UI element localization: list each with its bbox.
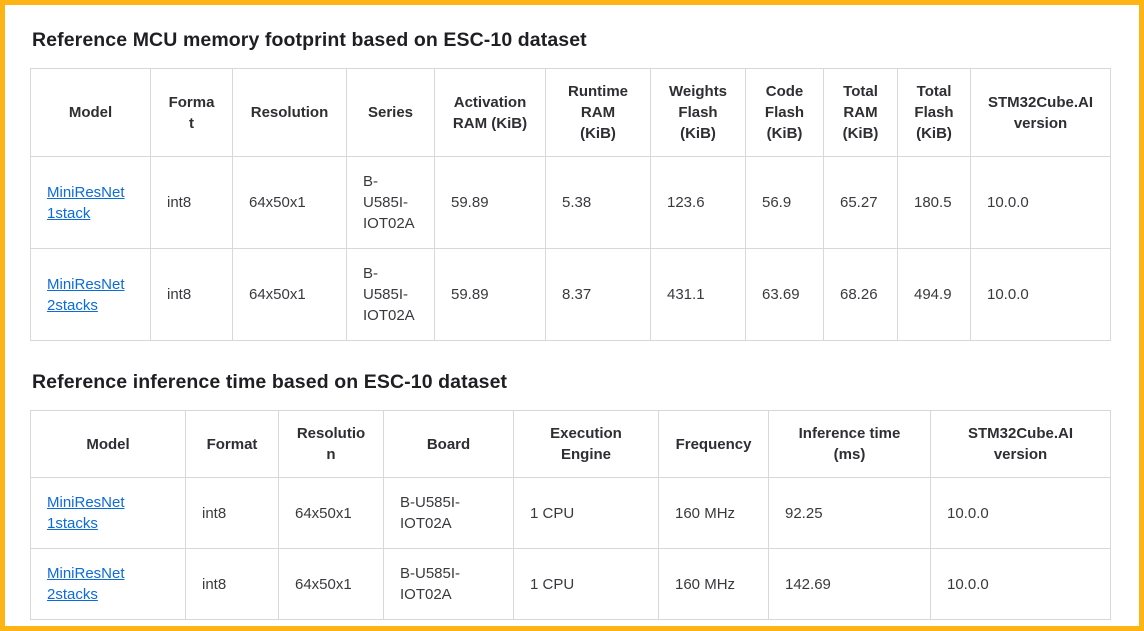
cell-resolution: 64x50x1 — [278, 477, 384, 549]
cell-cubeai-version: 10.0.0 — [930, 548, 1111, 620]
cell-format: int8 — [185, 548, 279, 620]
inference-section-title: Reference inference time based on ESC-10… — [32, 371, 508, 393]
header-series: Series — [346, 68, 435, 157]
header-code-flash: Code Flash (KiB) — [745, 68, 824, 157]
cell-execution-engine: 1 CPU — [513, 477, 659, 549]
cell-format: int8 — [150, 156, 233, 249]
cell-activation-ram: 59.89 — [434, 248, 546, 341]
header-cubeai-version: STM32Cube.AI version — [930, 410, 1111, 478]
header-board: Board — [383, 410, 514, 478]
cell-format: int8 — [185, 477, 279, 549]
header-inference-time: Inference time (ms) — [768, 410, 931, 478]
header-total-ram: Total RAM (KiB) — [823, 68, 898, 157]
cell-weights-flash: 123.6 — [650, 156, 746, 249]
cell-total-ram: 68.26 — [823, 248, 898, 341]
cell-frequency: 160 MHz — [658, 477, 769, 549]
header-weights-flash: Weights Flash (KiB) — [650, 68, 746, 157]
cell-total-flash: 180.5 — [897, 156, 971, 249]
cell-frequency: 160 MHz — [658, 548, 769, 620]
cell-board: B-U585I-IOT02A — [383, 477, 514, 549]
cell-code-flash: 56.9 — [745, 156, 824, 249]
memory-section-title: Reference MCU memory footprint based on … — [32, 29, 587, 51]
header-total-flash: Total Flash (KiB) — [897, 68, 971, 157]
header-format: Format — [150, 68, 233, 157]
cell-total-flash: 494.9 — [897, 248, 971, 341]
cell-execution-engine: 1 CPU — [513, 548, 659, 620]
cell-cubeai-version: 10.0.0 — [970, 248, 1111, 341]
cell-weights-flash: 431.1 — [650, 248, 746, 341]
cell-cubeai-version: 10.0.0 — [930, 477, 1111, 549]
model-link[interactable]: MiniResNet 2stacks — [47, 275, 125, 314]
header-execution-engine: Execution Engine — [513, 410, 659, 478]
cell-series: B-U585I-IOT02A — [346, 156, 435, 249]
cell-resolution: 64x50x1 — [232, 248, 347, 341]
cell-runtime-ram: 8.37 — [545, 248, 651, 341]
cell-series: B-U585I-IOT02A — [346, 248, 435, 341]
cell-model: MiniResNet 1stacks — [30, 477, 186, 549]
cell-resolution: 64x50x1 — [278, 548, 384, 620]
header-frequency: Frequency — [658, 410, 769, 478]
cell-cubeai-version: 10.0.0 — [970, 156, 1111, 249]
inference-time-table: Model Format Resolution Board Execution … — [30, 410, 1111, 620]
table-row: MiniResNet 1stack int8 64x50x1 B-U585I-I… — [30, 156, 1111, 249]
cell-code-flash: 63.69 — [745, 248, 824, 341]
header-resolution: Resolution — [232, 68, 347, 157]
model-link[interactable]: MiniResNet 2stacks — [47, 565, 125, 603]
model-link[interactable]: MiniResNet 1stacks — [47, 494, 125, 532]
header-resolution: Resolution — [278, 410, 384, 478]
header-model: Model — [30, 410, 186, 478]
cell-runtime-ram: 5.38 — [545, 156, 651, 249]
cell-resolution: 64x50x1 — [232, 156, 347, 249]
header-runtime-ram: Runtime RAM (KiB) — [545, 68, 651, 157]
inference-table-header-row: Model Format Resolution Board Execution … — [30, 410, 1111, 478]
model-link[interactable]: MiniResNet 1stack — [47, 183, 125, 222]
cell-inference-time: 142.69 — [768, 548, 931, 620]
cell-board: B-U585I-IOT02A — [383, 548, 514, 620]
header-activation-ram: Activation RAM (KiB) — [434, 68, 546, 157]
cell-activation-ram: 59.89 — [434, 156, 546, 249]
memory-footprint-table: Model Format Resolution Series Activatio… — [30, 68, 1111, 341]
table-row: MiniResNet 2stacks int8 64x50x1 B-U585I-… — [30, 548, 1111, 620]
cell-model: MiniResNet 2stacks — [30, 548, 186, 620]
header-model: Model — [30, 68, 151, 157]
header-format: Format — [185, 410, 279, 478]
header-cubeai-version: STM32Cube.AI version — [970, 68, 1111, 157]
memory-table-header-row: Model Format Resolution Series Activatio… — [30, 68, 1111, 157]
cell-inference-time: 92.25 — [768, 477, 931, 549]
cell-model: MiniResNet 2stacks — [30, 248, 151, 341]
table-row: MiniResNet 1stacks int8 64x50x1 B-U585I-… — [30, 477, 1111, 549]
cell-format: int8 — [150, 248, 233, 341]
table-row: MiniResNet 2stacks int8 64x50x1 B-U585I-… — [30, 248, 1111, 341]
cell-model: MiniResNet 1stack — [30, 156, 151, 249]
cell-total-ram: 65.27 — [823, 156, 898, 249]
